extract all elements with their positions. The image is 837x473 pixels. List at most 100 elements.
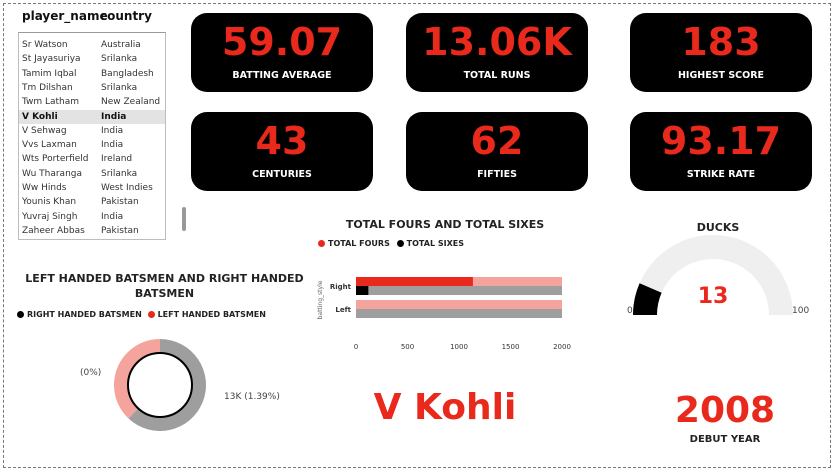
bar-category-label: Right xyxy=(330,283,352,291)
gauge-max-label: 100 xyxy=(792,306,810,316)
handed-title-line1: LEFT HANDED BATSMEN AND RIGHT HANDED xyxy=(25,272,304,285)
slicer-row-country: India xyxy=(101,140,124,151)
slicer-row[interactable]: Vvs Laxman India xyxy=(19,138,165,152)
handed-title: LEFT HANDED BATSMEN AND RIGHT HANDED BAT… xyxy=(22,271,307,301)
fours-sixes-legend: TOTAL FOURS TOTAL SIXES xyxy=(318,239,464,248)
kpi-card-strike-rate: 93.17 STRIKE RATE xyxy=(630,112,812,191)
legend-fours-dot xyxy=(318,240,325,247)
donut-label-left: (0%) xyxy=(80,368,102,378)
bar-background-sixes xyxy=(356,309,562,318)
slicer-row-player: Zaheer Abbas xyxy=(22,225,85,236)
kpi-label: FIFTIES xyxy=(477,169,517,180)
slicer-row[interactable]: Wts Porterfield Ireland xyxy=(19,152,165,166)
slicer-row-player: V Kohli xyxy=(22,111,58,122)
kpi-card-fifties: 62 FIFTIES xyxy=(406,112,588,191)
kpi-label: CENTURIES xyxy=(252,169,312,180)
gauge-track xyxy=(633,235,793,315)
donut-slice-left xyxy=(114,339,160,419)
legend-left-label[interactable]: LEFT HANDED BATSMEN xyxy=(157,310,266,319)
dashboard-frame xyxy=(3,3,831,468)
slicer-list[interactable]: Sr Watson Australia St Jayasuriya Srilanka T… xyxy=(18,32,166,240)
kpi-value: 43 xyxy=(255,119,309,163)
legend-fours-label[interactable]: TOTAL FOURS xyxy=(328,239,390,248)
bar-fours-right xyxy=(356,277,473,286)
bar-x-tick: 1000 xyxy=(450,343,468,351)
slicer-row[interactable]: Tamim Iqbal Bangladesh xyxy=(19,67,165,81)
kpi-card-highest-score: 183 HIGHEST SCORE xyxy=(630,13,812,92)
slicer-row-player: Sr Watson xyxy=(22,40,68,50)
slicer-header-country[interactable]: country xyxy=(100,9,152,23)
handed-title-line2: BATSMEN xyxy=(134,287,195,300)
slicer-row-player: Vvs Laxman xyxy=(22,140,77,151)
kpi-label: TOTAL RUNS xyxy=(463,70,531,81)
slicer-row-player: V Sehwag xyxy=(22,125,67,136)
slicer-row-country: Srilanka xyxy=(101,54,138,65)
handed-legend: RIGHT HANDED BATSMEN LEFT HANDED BATSMEN xyxy=(17,310,266,319)
bar-x-tick: 2000 xyxy=(553,343,571,351)
bar-background-fours xyxy=(356,300,562,309)
ducks-title: DUCKS xyxy=(696,221,740,234)
kpi-value: 59.07 xyxy=(221,20,343,64)
slicer-row-player: Tm Dilshan xyxy=(22,82,73,93)
slicer-row-country: India xyxy=(101,111,127,122)
bar-category-label: Left xyxy=(335,306,351,314)
slicer-header-player-name[interactable]: player_name xyxy=(22,9,108,23)
kpi-value: 183 xyxy=(681,20,761,64)
slicer-row[interactable]: Yuvraj Singh India xyxy=(19,210,165,224)
kpi-card-total-runs: 13.06K TOTAL RUNS xyxy=(406,13,588,92)
kpi-value: 13.06K xyxy=(422,20,572,64)
slicer-row-player: St Jayasuriya xyxy=(22,54,81,65)
slicer-row[interactable]: St Jayasuriya Srilanka xyxy=(19,52,165,66)
slicer-row-country: India xyxy=(101,125,124,136)
slicer-row-country: Srilanka xyxy=(101,82,138,93)
ducks-gauge[interactable] xyxy=(615,235,820,325)
slicer-scrollbar[interactable] xyxy=(182,207,186,231)
slicer-row[interactable]: Sr Watson Australia xyxy=(19,38,165,52)
fours-sixes-bar-chart[interactable]: batting_style Right Left 0 500 1000 1500 2000 xyxy=(310,255,580,355)
slicer-row[interactable]: Ww Hinds West Indies xyxy=(19,181,165,195)
slicer-row[interactable]: V Sehwag India xyxy=(19,124,165,138)
slicer-row-country: Pakistan xyxy=(101,197,139,208)
fours-sixes-title: TOTAL FOURS AND TOTAL SIXES xyxy=(345,218,545,231)
bar-background-sixes xyxy=(356,286,562,295)
slicer-row[interactable]: Twm Latham New Zealand xyxy=(19,95,165,109)
player-slicer[interactable]: player_name country Sr Watson Australia St… xyxy=(14,6,190,240)
kpi-card-centuries: 43 CENTURIES xyxy=(191,112,373,191)
ducks-value: 13 xyxy=(697,284,729,309)
legend-right-label[interactable]: RIGHT HANDED BATSMEN xyxy=(27,310,142,319)
kpi-value: 93.17 xyxy=(660,119,782,163)
slicer-row-country: Ireland xyxy=(101,154,133,165)
slicer-row[interactable]: Younis Khan Pakistan xyxy=(19,195,165,209)
legend-sixes-dot xyxy=(396,240,404,247)
slicer-row-player: Yuvraj Singh xyxy=(22,211,78,222)
slicer-row[interactable]: V Kohli India xyxy=(19,109,165,124)
slicer-row[interactable]: Tm Dilshan Srilanka xyxy=(19,81,165,95)
kpi-label: STRIKE RATE xyxy=(686,169,756,180)
debut-year-label: DEBUT YEAR xyxy=(689,434,761,445)
slicer-row-country: Pakistan xyxy=(101,225,139,236)
kpi-value: 62 xyxy=(470,119,524,163)
slicer-row[interactable]: Wu Tharanga Srilanka xyxy=(19,167,165,181)
kpi-label: BATTING AVERAGE xyxy=(232,70,332,81)
bar-axis-title: batting_style xyxy=(317,280,324,319)
donut-inner-ring xyxy=(127,352,193,418)
donut-label-right: 13K (1.39%) xyxy=(224,392,280,402)
donut-slice-right xyxy=(128,339,206,431)
bar-x-tick: 0 xyxy=(354,343,358,351)
kpi-label: HIGHEST SCORE xyxy=(677,70,765,81)
handed-donut-chart[interactable] xyxy=(105,330,215,440)
bar-x-tick: 500 xyxy=(401,343,414,351)
slicer-row-player: Ww Hinds xyxy=(22,183,67,193)
legend-right-dot xyxy=(17,311,24,318)
kpi-card-batting-average: 59.07 BATTING AVERAGE xyxy=(191,13,373,92)
slicer-row-country: West Indies xyxy=(101,183,153,193)
slicer-row[interactable]: Zaheer Abbas Pakistan xyxy=(19,224,165,238)
slicer-row-player: Twm Latham xyxy=(22,97,80,108)
legend-sixes-label[interactable]: TOTAL SIXES xyxy=(406,239,464,248)
selected-player-name: V Kohli xyxy=(373,387,517,428)
slicer-row-player: Tamim Iqbal xyxy=(22,68,77,79)
gauge-fill xyxy=(633,283,662,315)
bar-sixes-right xyxy=(356,286,369,295)
slicer-row-country: Australia xyxy=(101,40,141,50)
slicer-row-player: Younis Khan xyxy=(22,197,77,208)
